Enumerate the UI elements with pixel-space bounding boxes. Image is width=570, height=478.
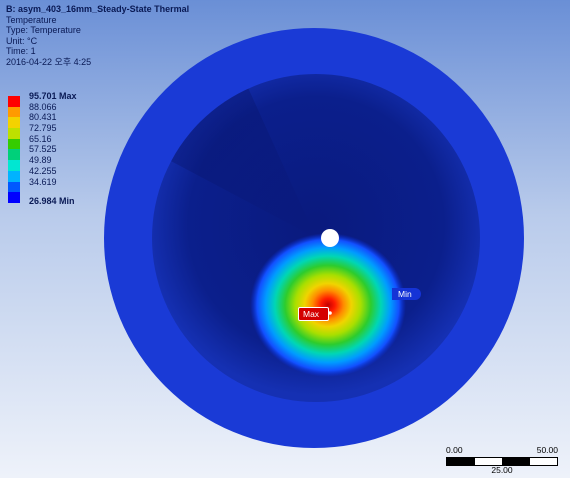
legend-value: 57.525 [29,144,57,155]
legend-swatch [8,117,20,129]
max-point-marker [328,311,332,315]
result-name: Temperature [6,14,57,25]
scale-mid-label: 25.00 [491,465,513,475]
result-type: Type: Temperature [6,25,81,35]
legend-swatch [8,138,20,150]
max-probe-label[interactable]: Max [298,307,330,321]
scale-right-label: 50.00 [536,445,558,455]
scale-bar-graphic [446,457,558,466]
legend-value: 65.16 [29,133,52,144]
legend-swatch [8,170,20,182]
result-unit: Unit: °C [6,35,38,46]
legend-swatch [8,96,20,107]
scale-left-label: 0.00 [446,445,463,455]
legend-swatch [8,181,20,193]
min-probe-label[interactable]: Min [392,288,421,300]
legend-value: 34.619 [29,176,57,187]
legend-swatch [8,106,20,118]
result-date: 2016-04-22 오후 4:25 [6,56,92,67]
legend-value: 26.984 Min [29,196,75,207]
scale-bar: 0.00 50.00 25.00 [446,445,558,475]
legend-value: 49.89 [29,155,52,166]
legend-value: 72.795 [29,123,57,134]
result-info-panel: B: asym_403_16mm_Steady-State Thermal Te… [6,4,189,67]
temperature-hotspot [250,233,406,377]
legend-value: 80.431 [29,112,57,123]
analysis-title: B: asym_403_16mm_Steady-State Thermal [6,4,190,14]
legend-swatch [8,160,20,171]
shadow-wedge [152,74,316,238]
result-time: Time: 1 [6,46,36,56]
legend-value: 95.701 Max [29,91,77,101]
legend-value: 42.255 [29,165,57,176]
legend-swatch [8,128,20,139]
center-hole [321,229,339,247]
legend-value: 88.066 [29,101,57,112]
legend-swatch [8,192,20,203]
legend-swatch [8,149,20,161]
